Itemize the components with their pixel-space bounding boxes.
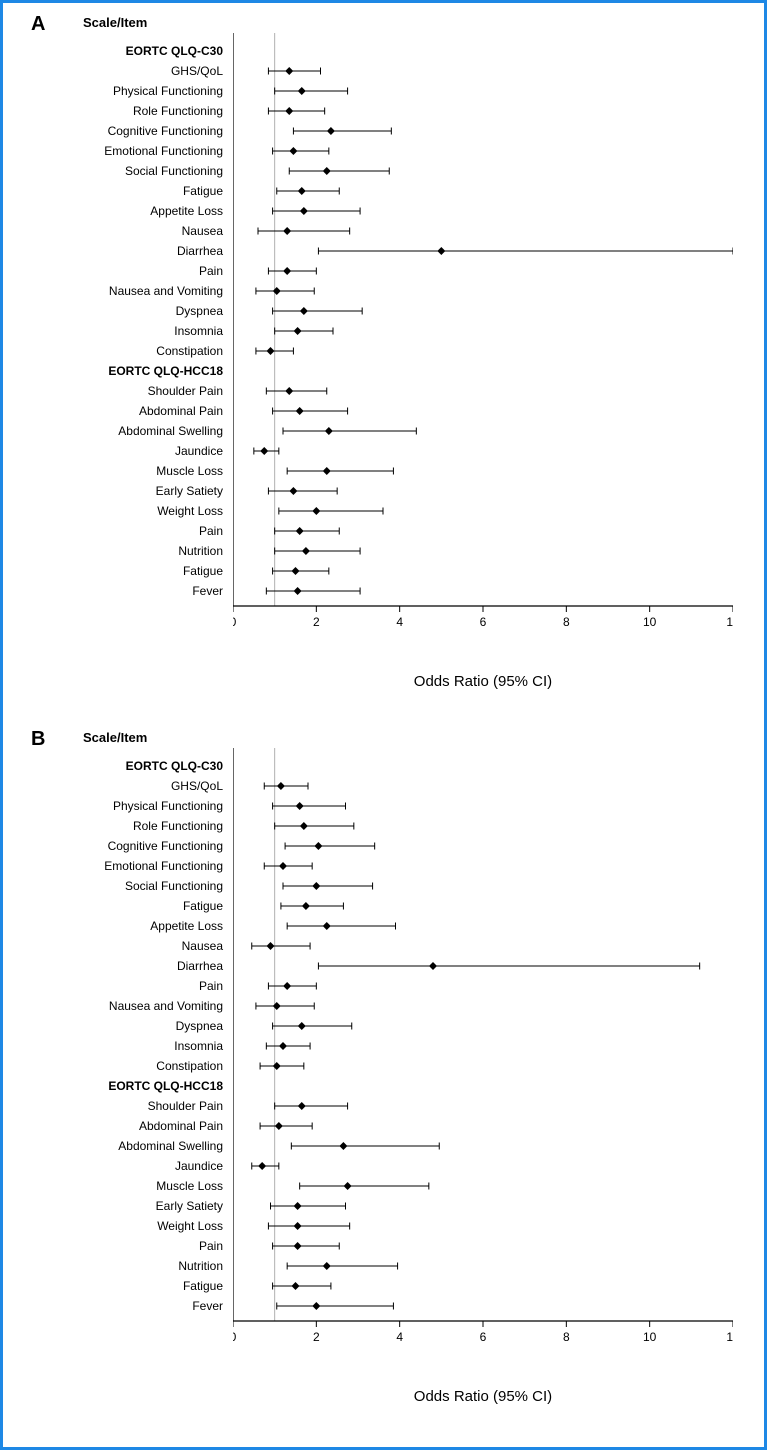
forest-row-label: GHS/QoL	[23, 780, 223, 792]
svg-text:12: 12	[726, 615, 733, 629]
forest-row-label: Pain	[23, 525, 223, 537]
panel-a-header: Scale/Item	[83, 15, 147, 30]
panel-b-header: Scale/Item	[83, 730, 147, 745]
forest-row-label: Dyspnea	[23, 305, 223, 317]
forest-row-label: Nausea	[23, 940, 223, 952]
forest-row-label: Cognitive Functioning	[23, 840, 223, 852]
forest-row-label: Nutrition	[23, 1260, 223, 1272]
forest-row-label: Physical Functioning	[23, 800, 223, 812]
forest-row-label: Cognitive Functioning	[23, 125, 223, 137]
forest-row-label: Role Functioning	[23, 820, 223, 832]
panel-letter-b: B	[31, 728, 45, 751]
forest-row-label: Emotional Functioning	[23, 145, 223, 157]
panel-b: B Scale/Item 0 2 4 6 8 10 12 EORTC QLQ-C30 GHS/…	[23, 728, 744, 1428]
section-header: EORTC QLQ-HCC18	[23, 1080, 223, 1092]
forest-row-label: Insomnia	[23, 1040, 223, 1052]
forest-row-label: Social Functioning	[23, 165, 223, 177]
forest-row-label: Fever	[23, 1300, 223, 1312]
forest-row-label: Diarrhea	[23, 960, 223, 972]
forest-row-label: Constipation	[23, 345, 223, 357]
forest-row-label: Diarrhea	[23, 245, 223, 257]
forest-row-label: Nutrition	[23, 545, 223, 557]
forest-row-label: Early Satiety	[23, 1200, 223, 1212]
forest-row-label: Social Functioning	[23, 880, 223, 892]
forest-row-label: Jaundice	[23, 1160, 223, 1172]
forest-row-label: Insomnia	[23, 325, 223, 337]
svg-text:2: 2	[313, 615, 320, 629]
forest-row-label: Pain	[23, 980, 223, 992]
forest-row-label: Pain	[23, 265, 223, 277]
panel-a: A Scale/Item 0 2 4 6 8 10 12 EORTC QLQ-C30 GHS/…	[23, 13, 744, 713]
forest-row-label: Fatigue	[23, 900, 223, 912]
forest-row-label: Emotional Functioning	[23, 860, 223, 872]
panel-b-xlabel: Odds Ratio (95% CI)	[233, 1388, 733, 1405]
svg-text:6: 6	[480, 615, 487, 629]
panel-a-xlabel: Odds Ratio (95% CI)	[233, 673, 733, 690]
svg-text:0: 0	[233, 615, 237, 629]
forest-row-label: Dyspnea	[23, 1020, 223, 1032]
forest-row-label: Abdominal Swelling	[23, 425, 223, 437]
forest-row-label: Shoulder Pain	[23, 1100, 223, 1112]
forest-row-label: Fatigue	[23, 185, 223, 197]
svg-text:4: 4	[396, 615, 403, 629]
svg-text:4: 4	[396, 1330, 403, 1344]
forest-row-label: Pain	[23, 1240, 223, 1252]
panel-b-svg: 0 2 4 6 8 10 12	[233, 748, 733, 1353]
section-header: EORTC QLQ-C30	[23, 760, 223, 772]
section-header: EORTC QLQ-HCC18	[23, 365, 223, 377]
forest-row-label: Nausea and Vomiting	[23, 1000, 223, 1012]
forest-row-label: Abdominal Swelling	[23, 1140, 223, 1152]
forest-row-label: Fever	[23, 585, 223, 597]
svg-text:10: 10	[643, 615, 657, 629]
forest-row-label: Appetite Loss	[23, 920, 223, 932]
forest-row-label: Role Functioning	[23, 105, 223, 117]
forest-row-label: Abdominal Pain	[23, 405, 223, 417]
forest-row-label: Nausea and Vomiting	[23, 285, 223, 297]
forest-row-label: Weight Loss	[23, 505, 223, 517]
section-header: EORTC QLQ-C30	[23, 45, 223, 57]
forest-row-label: Early Satiety	[23, 485, 223, 497]
forest-row-label: Weight Loss	[23, 1220, 223, 1232]
forest-row-label: Constipation	[23, 1060, 223, 1072]
forest-row-label: Muscle Loss	[23, 465, 223, 477]
forest-row-label: Fatigue	[23, 1280, 223, 1292]
forest-row-label: Fatigue	[23, 565, 223, 577]
forest-row-label: Jaundice	[23, 445, 223, 457]
svg-text:0: 0	[233, 1330, 237, 1344]
svg-text:8: 8	[563, 1330, 570, 1344]
panel-letter-a: A	[31, 13, 45, 36]
forest-row-label: GHS/QoL	[23, 65, 223, 77]
svg-text:8: 8	[563, 615, 570, 629]
panel-b-plot: 0 2 4 6 8 10 12	[233, 748, 733, 1353]
forest-row-label: Muscle Loss	[23, 1180, 223, 1192]
panel-a-svg: 0 2 4 6 8 10 12	[233, 33, 733, 638]
forest-row-label: Shoulder Pain	[23, 385, 223, 397]
svg-text:10: 10	[643, 1330, 657, 1344]
forest-row-label: Appetite Loss	[23, 205, 223, 217]
svg-text:2: 2	[313, 1330, 320, 1344]
figure-container: A Scale/Item 0 2 4 6 8 10 12 EORTC QLQ-C30 GHS/…	[0, 0, 767, 1450]
forest-row-label: Abdominal Pain	[23, 1120, 223, 1132]
panel-a-plot: 0 2 4 6 8 10 12	[233, 33, 733, 638]
svg-text:12: 12	[726, 1330, 733, 1344]
svg-text:6: 6	[480, 1330, 487, 1344]
forest-row-label: Nausea	[23, 225, 223, 237]
forest-row-label: Physical Functioning	[23, 85, 223, 97]
